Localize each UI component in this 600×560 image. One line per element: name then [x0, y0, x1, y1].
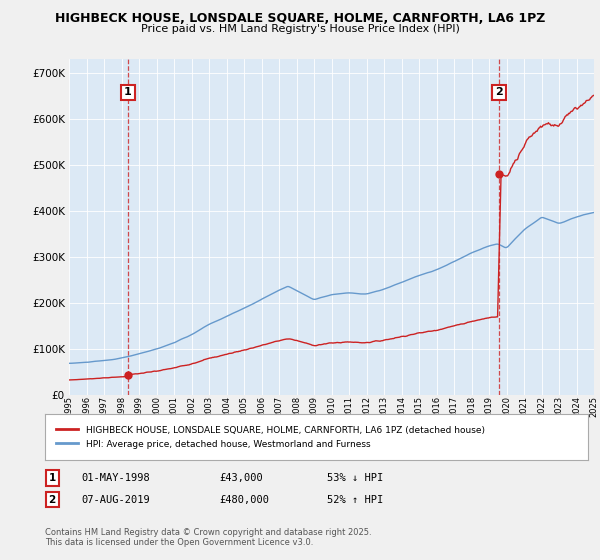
Text: Price paid vs. HM Land Registry's House Price Index (HPI): Price paid vs. HM Land Registry's House …	[140, 24, 460, 34]
Text: 52% ↑ HPI: 52% ↑ HPI	[327, 494, 383, 505]
Text: 2: 2	[49, 494, 56, 505]
Text: 07-AUG-2019: 07-AUG-2019	[81, 494, 150, 505]
Text: 1: 1	[49, 473, 56, 483]
Text: HIGHBECK HOUSE, LONSDALE SQUARE, HOLME, CARNFORTH, LA6 1PZ: HIGHBECK HOUSE, LONSDALE SQUARE, HOLME, …	[55, 12, 545, 25]
Text: £43,000: £43,000	[219, 473, 263, 483]
Legend: HIGHBECK HOUSE, LONSDALE SQUARE, HOLME, CARNFORTH, LA6 1PZ (detached house), HPI: HIGHBECK HOUSE, LONSDALE SQUARE, HOLME, …	[52, 422, 488, 452]
Text: 01-MAY-1998: 01-MAY-1998	[81, 473, 150, 483]
Text: 1: 1	[124, 87, 132, 97]
Text: £480,000: £480,000	[219, 494, 269, 505]
Text: 53% ↓ HPI: 53% ↓ HPI	[327, 473, 383, 483]
Text: Contains HM Land Registry data © Crown copyright and database right 2025.
This d: Contains HM Land Registry data © Crown c…	[45, 528, 371, 547]
Text: 2: 2	[495, 87, 503, 97]
